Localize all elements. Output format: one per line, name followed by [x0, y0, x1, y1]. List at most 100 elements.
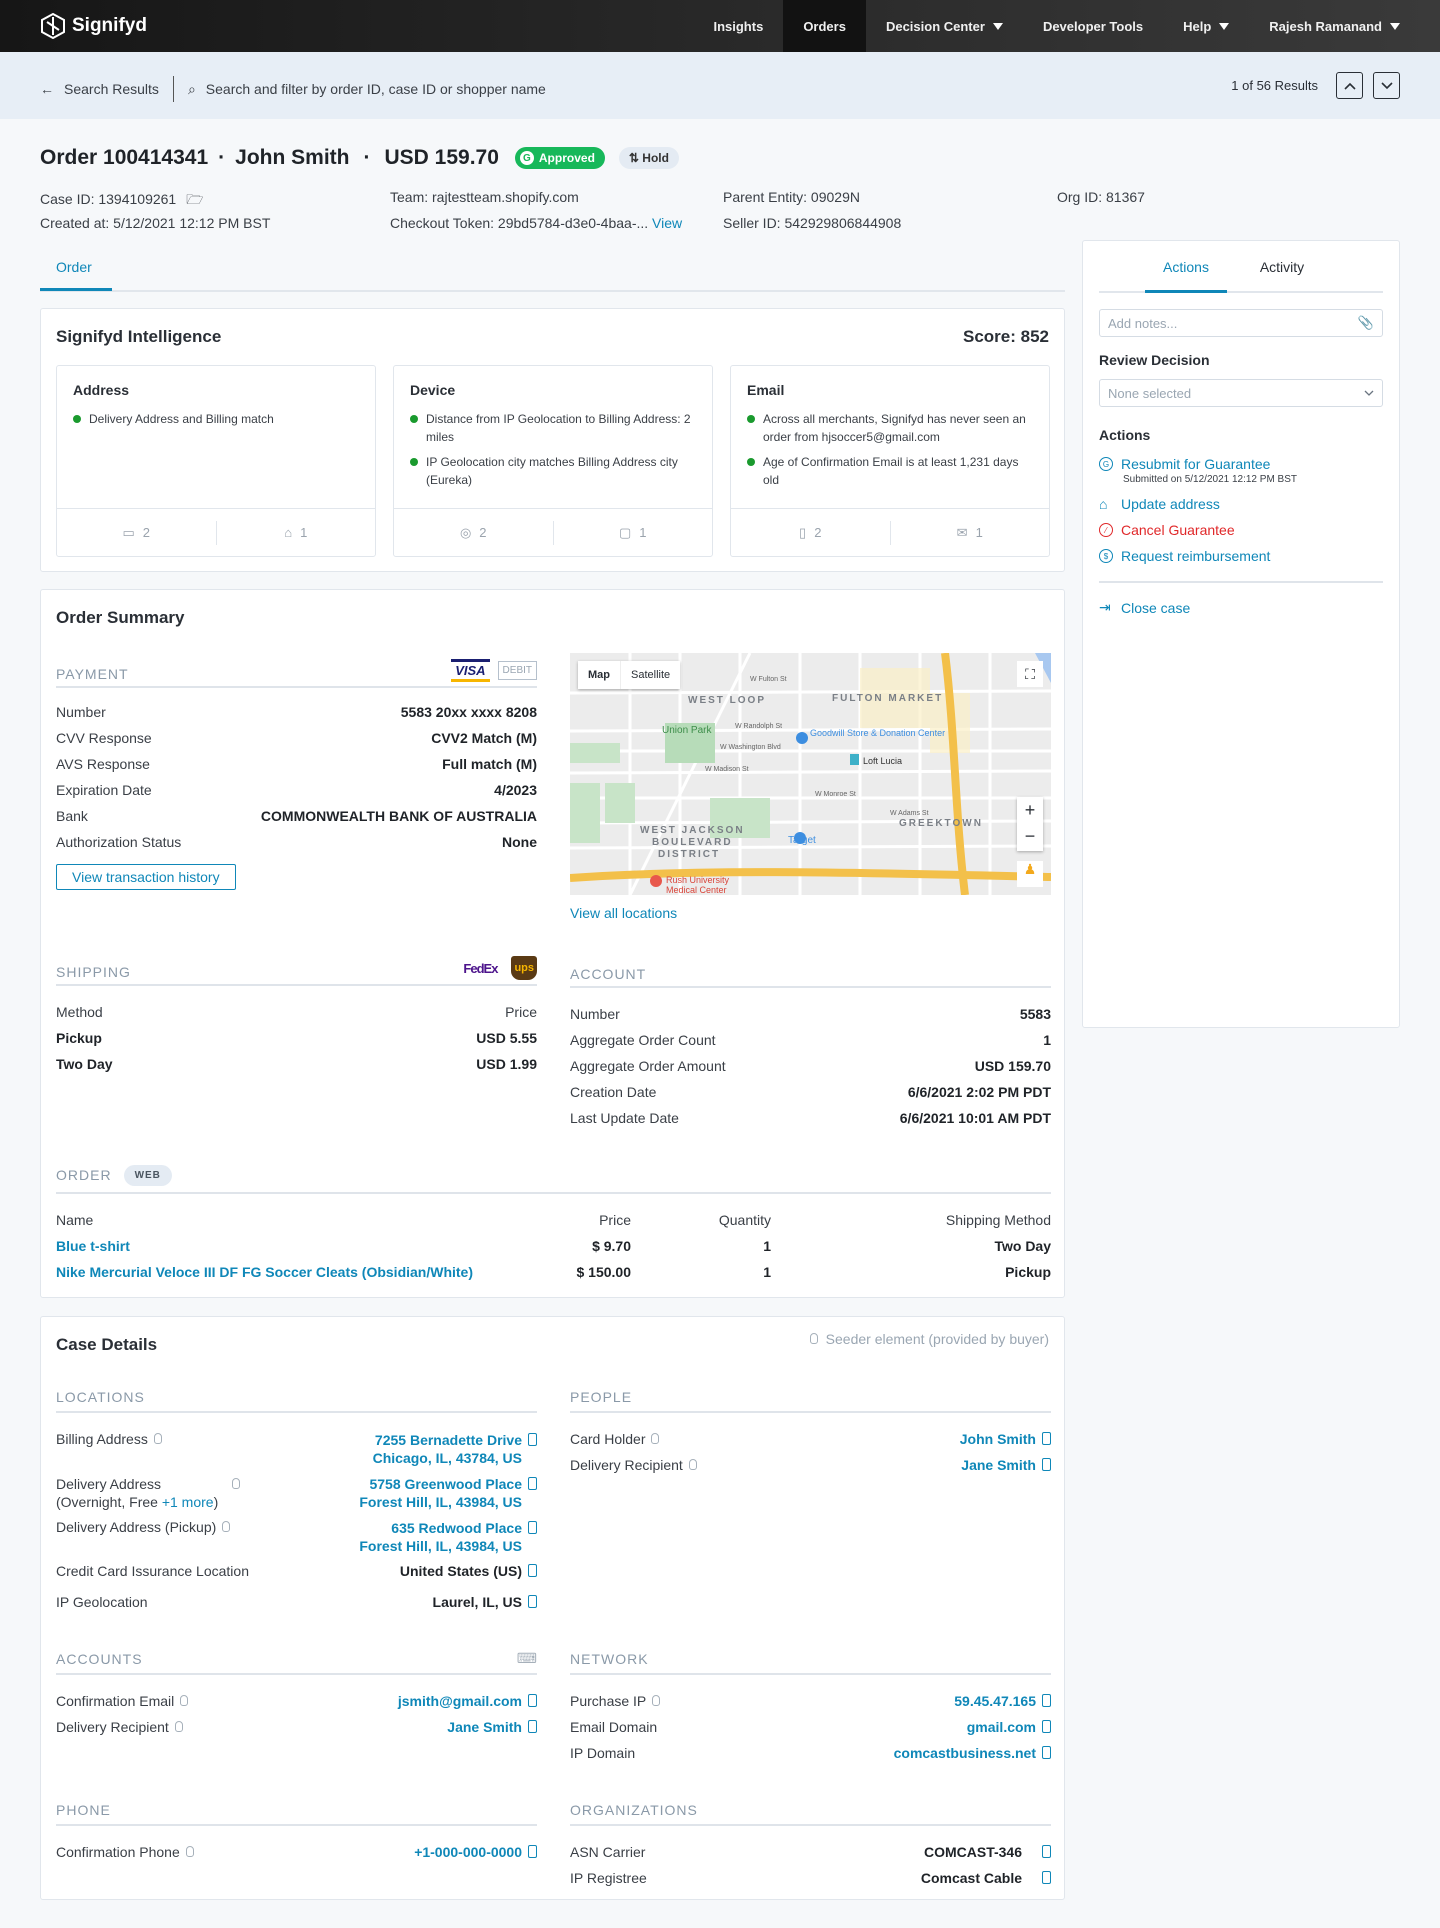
nav-developer-tools[interactable]: Developer Tools	[1042, 18, 1144, 34]
account-recipient-value[interactable]: Jane Smith	[447, 1719, 537, 1735]
nav-decision-center[interactable]: Decision Center	[866, 0, 1023, 52]
table-row: Bank COMMONWEALTH BANK OF AUSTRALIA	[56, 808, 537, 834]
card-holder-value[interactable]: John Smith	[960, 1431, 1051, 1447]
signifyd-intelligence-card: Signifyd Intelligence Score: 852 Address…	[40, 308, 1065, 572]
copy-icon[interactable]	[1042, 1431, 1051, 1445]
pickup-address-value[interactable]: 635 Redwood Place Forest Hill, IL, 43984,…	[359, 1519, 537, 1555]
purchase-ip-value[interactable]: 59.45.47.165	[954, 1693, 1051, 1709]
copy-icon[interactable]	[1042, 1870, 1051, 1884]
results-count: 1 of 56 Results	[1231, 78, 1318, 93]
zoom-in-button[interactable]: +	[1024, 800, 1036, 820]
seeder-icon	[174, 1720, 183, 1732]
device-count[interactable]: ▢ 1	[552, 520, 713, 545]
more-link[interactable]: +1 more	[161, 1493, 214, 1510]
view-token-link[interactable]: View	[652, 215, 683, 231]
table-row: Two Day USD 1.99	[56, 1056, 537, 1082]
laptop-icon: ▢	[618, 524, 632, 540]
recipient-value[interactable]: Jane Smith	[961, 1457, 1051, 1473]
copy-icon[interactable]	[528, 1693, 537, 1707]
row-label: Last Update Date	[570, 1109, 679, 1126]
delivery-address-value[interactable]: 5758 Greenwood Place Forest Hill, IL, 439…	[359, 1475, 537, 1511]
row-value: 1	[1043, 1031, 1051, 1048]
copy-icon[interactable]	[1042, 1844, 1051, 1858]
people-section: People Card Holder John Smith Delivery Re…	[570, 1379, 1051, 1483]
previous-result-button[interactable]	[1336, 72, 1363, 99]
copy-icon[interactable]	[528, 1476, 537, 1490]
cell: Pickup	[1005, 1263, 1051, 1280]
caret-down-icon	[1219, 22, 1230, 30]
guarantee-icon: G	[519, 151, 534, 165]
section-label: Locations	[56, 1389, 145, 1405]
map-button[interactable]: Map	[588, 669, 610, 681]
section-label: People	[570, 1389, 633, 1405]
resubmit-guarantee-action[interactable]: G Resubmit for Guarantee	[1099, 451, 1383, 477]
street-view-pegman-icon[interactable]: ♟	[1017, 861, 1043, 887]
debit-badge: DEBIT	[497, 661, 537, 680]
copy-icon[interactable]	[528, 1432, 537, 1446]
seeder-icon	[222, 1520, 231, 1532]
ip-geolocation-value: Laurel, IL, US	[433, 1594, 537, 1610]
tab-actions[interactable]: Actions	[1145, 241, 1227, 293]
phone-count[interactable]: ▯ 2	[799, 524, 822, 541]
notes-input[interactable]: Add notes... 📎	[1099, 309, 1383, 337]
request-reimbursement-action[interactable]: $ Request reimbursement	[1099, 543, 1383, 569]
nav-orders[interactable]: Orders	[783, 0, 866, 52]
copy-icon[interactable]	[528, 1844, 537, 1858]
card-count[interactable]: ▭ 2	[122, 524, 151, 541]
copy-icon[interactable]	[528, 1594, 537, 1608]
confirmation-email-value[interactable]: jsmith@gmail.com	[398, 1693, 537, 1709]
section-label: Payment	[56, 666, 129, 682]
tab-order[interactable]: Order	[56, 259, 92, 275]
back-arrow-icon[interactable]: ←	[40, 81, 54, 97]
map[interactable]: WEST LOOP FULTON MARKET Union Park Goodw…	[570, 653, 1051, 895]
hold-button[interactable]: ⇅ Hold	[618, 147, 679, 169]
fullscreen-icon[interactable]: ⛶	[1017, 661, 1043, 687]
paperclip-icon[interactable]: 📎	[1357, 315, 1374, 330]
copy-icon[interactable]	[1042, 1457, 1051, 1471]
close-case-action[interactable]: ⇥ Close case	[1099, 599, 1191, 616]
view-transaction-history-button[interactable]: View transaction history	[56, 863, 236, 890]
copy-icon[interactable]	[1042, 1693, 1051, 1707]
email-count[interactable]: ✉ 1	[889, 520, 1050, 545]
update-address-action[interactable]: ⌂ Update address	[1099, 496, 1220, 512]
map-label: Union Park	[662, 725, 712, 736]
brand-logo[interactable]: Signifyd	[40, 13, 147, 39]
ip-registree-value: Comcast Cable	[921, 1870, 1051, 1886]
order-items-section: Order WEB Name Price Quantity Shipping Meth…	[56, 1162, 1051, 1290]
home-count[interactable]: ⌂ 1	[215, 520, 376, 545]
table-row: Last Update Date 6/6/2021 10:01 AM PDT	[570, 1110, 1051, 1136]
copy-icon[interactable]	[1042, 1719, 1051, 1733]
folder-icon[interactable]: 🗁	[186, 191, 204, 207]
map-canvas[interactable]: WEST LOOP FULTON MARKET Union Park Goodw…	[570, 653, 1051, 895]
item-name-link[interactable]: Nike Mercurial Veloce III DF FG Soccer C…	[56, 1263, 474, 1280]
next-result-button[interactable]	[1373, 72, 1400, 99]
review-decision-select[interactable]: None selected	[1099, 379, 1383, 407]
tab-activity[interactable]: Activity	[1259, 259, 1305, 275]
search-input[interactable]: Search and filter by order ID, case ID o…	[205, 81, 546, 97]
zoom-out-button[interactable]: −	[1024, 826, 1036, 846]
organizations-section: Organizations ASN Carrier COMCAST-346 IP …	[570, 1792, 1051, 1896]
submitted-note: Submitted on 5/12/2021 12:12 PM BST	[1123, 474, 1297, 485]
email-domain-value[interactable]: gmail.com	[967, 1719, 1051, 1735]
cancel-guarantee-action[interactable]: ⁄ Cancel Guarantee	[1099, 517, 1383, 543]
nav-help[interactable]: Help	[1163, 0, 1249, 52]
seeder-icon	[185, 1845, 194, 1857]
search-bar-area: ← Search Results ⌕ Search and filter by …	[0, 52, 1440, 119]
copy-icon[interactable]	[528, 1520, 537, 1534]
search-results-link[interactable]: Search Results	[64, 81, 159, 97]
confirmation-phone-value[interactable]: +1-000-000-0000	[414, 1844, 537, 1860]
ip-domain-value[interactable]: comcastbusiness.net	[894, 1745, 1051, 1761]
seeder-icon	[809, 1333, 818, 1344]
item-name-link[interactable]: Blue t-shirt	[56, 1237, 130, 1254]
satellite-button[interactable]: Satellite	[620, 661, 680, 689]
section-title: Signifyd Intelligence	[56, 327, 222, 346]
gamepad-icon: ⌨	[516, 1650, 537, 1666]
copy-icon[interactable]	[528, 1563, 537, 1577]
nav-user-menu[interactable]: Rajesh Ramanand	[1249, 0, 1440, 52]
view-all-locations-link[interactable]: View all locations	[570, 905, 678, 921]
copy-icon[interactable]	[528, 1719, 537, 1733]
billing-address-value[interactable]: 7255 Bernadette Drive Chicago, IL, 43784,…	[373, 1431, 537, 1467]
copy-icon[interactable]	[1042, 1745, 1051, 1759]
nav-insights[interactable]: Insights	[713, 18, 764, 34]
location-count[interactable]: ◎ 2	[459, 524, 487, 541]
